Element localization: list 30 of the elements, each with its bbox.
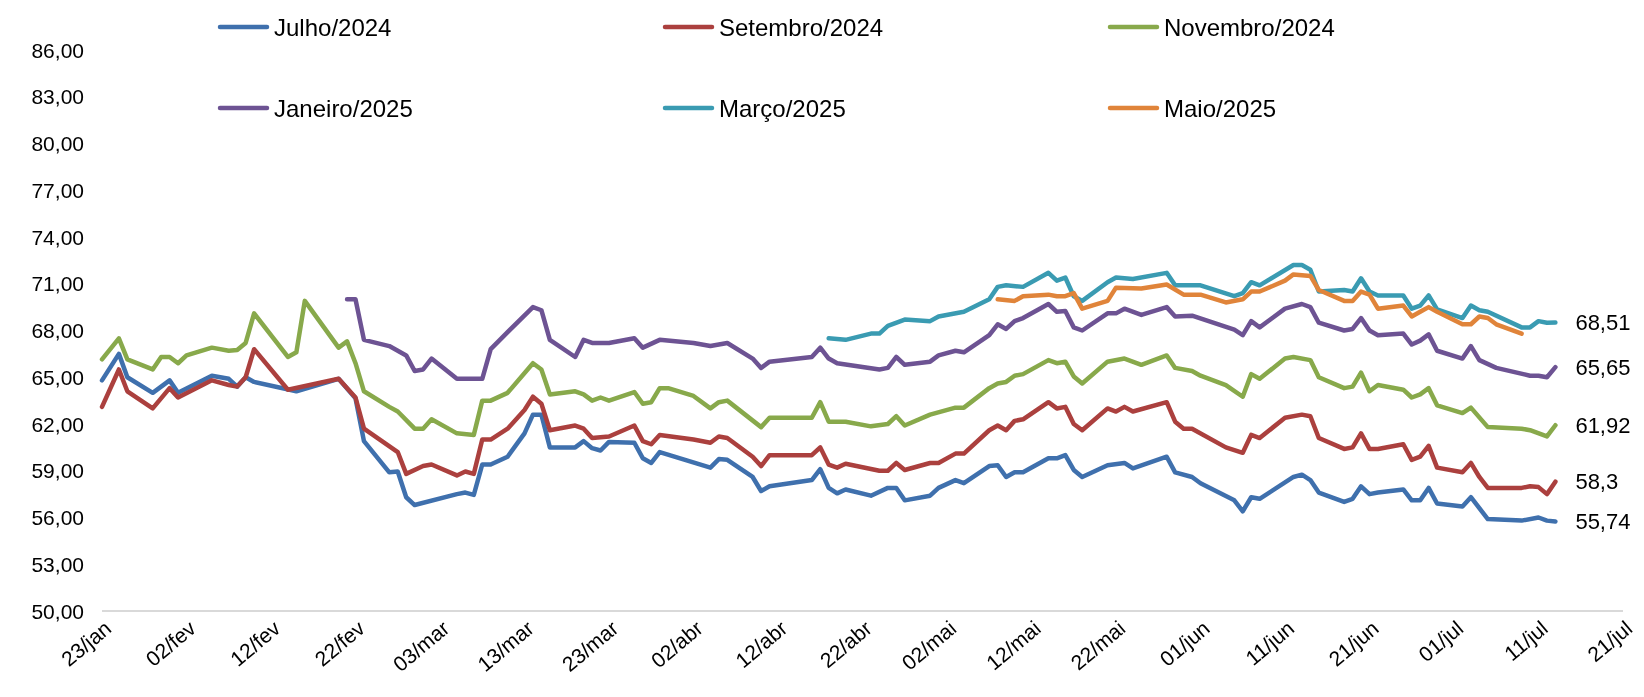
legend-label: Julho/2024 <box>274 13 392 41</box>
line-series <box>344 297 1558 382</box>
line-series <box>99 351 1558 524</box>
line-series <box>99 298 1558 439</box>
y-tick-label: 77,00 <box>31 178 84 202</box>
annotation: 58,3 <box>1575 469 1619 495</box>
legend-label: Março/2025 <box>719 94 846 122</box>
legend-label: Novembro/2024 <box>1164 13 1335 41</box>
annotation: 65,65 <box>1575 354 1631 380</box>
y-tick-label: 65,00 <box>31 365 84 389</box>
y-tick-label: 56,00 <box>31 506 84 529</box>
legend-label: Janeiro/2025 <box>274 94 413 122</box>
line-series <box>826 262 1558 343</box>
annotation: 55,74 <box>1575 509 1631 535</box>
line-series <box>99 346 1558 497</box>
y-tick-label: 62,00 <box>31 412 84 436</box>
annotation: 61,92 <box>1575 412 1631 438</box>
y-tick-label: 59,00 <box>31 459 84 483</box>
y-tick-label: 71,00 <box>31 272 84 296</box>
y-tick-label: 83,00 <box>31 85 84 109</box>
y-tick-label: 53,00 <box>31 552 84 576</box>
line-series <box>995 272 1524 336</box>
y-tick-label: 74,00 <box>31 225 84 249</box>
legend-label: Maio/2025 <box>1164 94 1277 122</box>
legend-label: Setembro/2024 <box>719 13 884 41</box>
y-tick-label: 68,00 <box>31 319 84 342</box>
y-tick-label: 80,00 <box>31 132 84 155</box>
y-tick-label: 86,00 <box>31 38 84 62</box>
y-tick-label: 50,00 <box>31 599 84 623</box>
annotation: 68,51 <box>1575 310 1631 336</box>
